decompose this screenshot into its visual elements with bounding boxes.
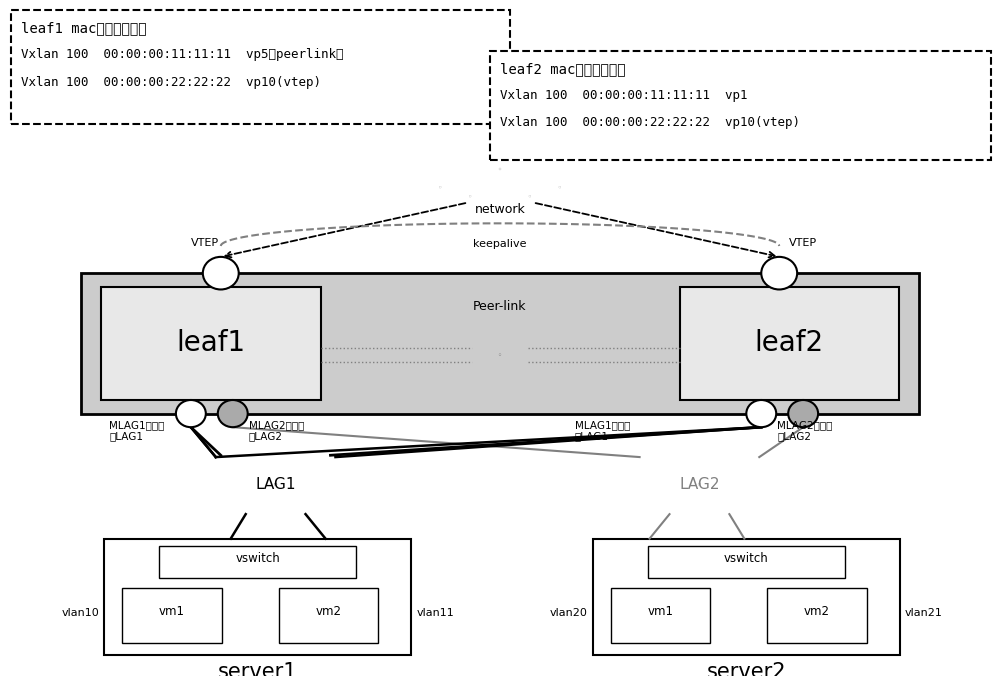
Text: MLAG2成员接
口LAG2: MLAG2成员接 口LAG2 [249, 420, 304, 441]
Text: server1: server1 [218, 662, 297, 676]
Text: vm1: vm1 [648, 604, 674, 618]
Text: MLAG1成员接
口LAG1: MLAG1成员接 口LAG1 [109, 420, 164, 441]
Text: vlan11: vlan11 [416, 608, 454, 618]
Text: server2: server2 [707, 662, 786, 676]
Bar [611, 588, 710, 643]
Text: Vxlan 100  00:00:00:22:22:22  vp10(vtep): Vxlan 100 00:00:00:22:22:22 vp10(vtep) [500, 116, 800, 129]
Text: vswitch: vswitch [235, 552, 280, 565]
Text: vm1: vm1 [159, 604, 185, 618]
Bar [101, 287, 320, 400]
Text: vswitch: vswitch [724, 552, 769, 565]
Text: MLAG1成员接
口LAG1: MLAG1成员接 口LAG1 [575, 420, 630, 441]
Text: leaf1 mac转发表如下：: leaf1 mac转发表如下： [21, 22, 147, 35]
Bar [767, 588, 867, 643]
Text: vm2: vm2 [315, 604, 341, 618]
Bar [680, 287, 899, 400]
Text: LAG2: LAG2 [679, 477, 720, 491]
Ellipse shape [218, 400, 248, 427]
Text: VTEP: VTEP [191, 238, 219, 248]
Text: VTEP: VTEP [789, 238, 817, 248]
Bar [104, 539, 411, 654]
Bar [593, 539, 900, 654]
Text: Vxlan 100  00:00:00:11:11:11  vp5（peerlink）: Vxlan 100 00:00:00:11:11:11 vp5（peerlink… [21, 49, 344, 62]
Text: keepalive: keepalive [473, 239, 527, 249]
Text: leaf1: leaf1 [176, 329, 245, 357]
Text: network: network [475, 203, 525, 216]
Ellipse shape [203, 257, 239, 289]
Text: Peer-link: Peer-link [473, 300, 527, 314]
Text: Vxlan 100  00:00:00:22:22:22  vp10(vtep): Vxlan 100 00:00:00:22:22:22 vp10(vtep) [21, 76, 321, 89]
Text: vlan20: vlan20 [550, 608, 588, 618]
Text: LAG1: LAG1 [255, 477, 296, 491]
Bar [81, 273, 919, 414]
Text: MLAG2成员接
口LAG2: MLAG2成员接 口LAG2 [777, 420, 833, 441]
Bar [159, 546, 356, 577]
Text: Vxlan 100  00:00:00:11:11:11  vp1: Vxlan 100 00:00:00:11:11:11 vp1 [500, 89, 748, 102]
Bar [490, 51, 991, 160]
Text: vlan21: vlan21 [905, 608, 943, 618]
Bar [648, 546, 845, 577]
Text: leaf2 mac转发表如下：: leaf2 mac转发表如下： [500, 62, 626, 76]
Text: leaf2: leaf2 [755, 329, 824, 357]
Bar [11, 10, 510, 124]
Text: vm2: vm2 [804, 604, 830, 618]
Bar [279, 588, 378, 643]
Ellipse shape [761, 257, 797, 289]
Ellipse shape [788, 400, 818, 427]
Text: vlan10: vlan10 [61, 608, 99, 618]
Ellipse shape [176, 400, 206, 427]
Ellipse shape [746, 400, 776, 427]
Bar [122, 588, 222, 643]
